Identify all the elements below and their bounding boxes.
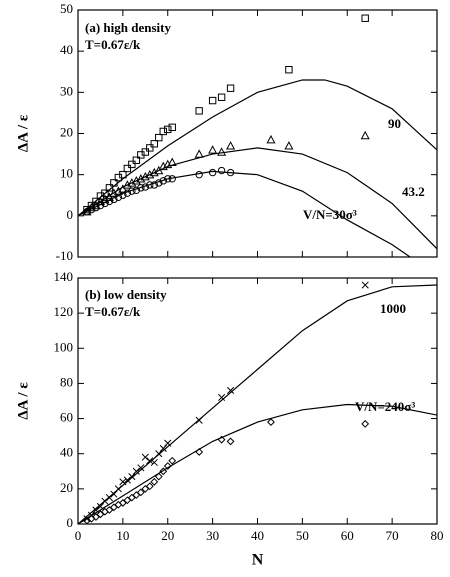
y-tick-label: 10	[60, 166, 73, 181]
marker	[195, 107, 203, 115]
marker	[226, 141, 236, 150]
curve	[78, 147, 437, 250]
marker	[227, 386, 235, 395]
marker	[128, 160, 136, 169]
marker	[195, 170, 203, 179]
y-tick-label: 120	[54, 304, 74, 319]
marker	[208, 168, 217, 177]
annotation: V/N=30σ³	[303, 207, 357, 222]
annotation: (a) high density	[85, 20, 171, 35]
marker	[218, 393, 226, 402]
x-tick-label: 50	[296, 528, 309, 543]
annotation: T=0.67ε/k	[85, 37, 141, 52]
annotation: 90	[388, 116, 401, 131]
x-tick-label: 0	[75, 528, 82, 543]
marker	[118, 499, 127, 507]
marker	[154, 472, 163, 481]
y-tick-label: 50	[60, 1, 73, 16]
marker	[266, 134, 276, 144]
marker	[284, 141, 294, 150]
marker	[217, 93, 226, 101]
marker	[164, 125, 172, 134]
marker	[141, 453, 149, 461]
marker	[123, 164, 132, 173]
marker	[267, 418, 275, 426]
marker	[159, 444, 167, 452]
marker	[360, 130, 370, 140]
marker	[208, 96, 217, 105]
annotation: 1000	[380, 301, 406, 316]
y-tick-label: -10	[56, 248, 73, 263]
marker	[361, 419, 370, 428]
annotation: 43.2	[402, 184, 425, 199]
marker	[136, 488, 145, 497]
marker	[168, 456, 177, 465]
annotation: T=0.67ε/k	[85, 304, 141, 319]
marker	[145, 482, 154, 491]
curve	[78, 403, 437, 524]
marker	[119, 170, 127, 179]
marker	[127, 493, 136, 502]
y-axis-label: ΔA / ε	[15, 382, 31, 420]
marker	[159, 127, 167, 136]
curve	[78, 284, 437, 524]
marker	[208, 145, 218, 154]
x-axis-label: N	[252, 552, 264, 569]
marker	[285, 65, 293, 74]
marker	[141, 484, 150, 493]
x-tick-label: 10	[116, 528, 129, 543]
marker	[226, 437, 235, 446]
marker	[150, 181, 158, 189]
y-tick-label: 0	[67, 207, 74, 222]
y-tick-label: 100	[54, 339, 74, 354]
y-tick-label: 0	[67, 515, 74, 530]
marker	[132, 467, 140, 475]
marker	[105, 506, 114, 514]
marker	[137, 464, 145, 472]
marker	[123, 496, 132, 505]
y-tick-label: 30	[60, 83, 73, 98]
y-tick-label: 80	[60, 374, 73, 389]
curve	[78, 79, 437, 217]
annotation: (b) low density	[85, 287, 167, 302]
marker	[123, 476, 131, 484]
marker	[194, 149, 204, 158]
y-tick-label: 40	[60, 445, 73, 460]
y-tick-label: 20	[60, 480, 73, 495]
marker	[217, 147, 227, 156]
x-tick-label: 60	[341, 528, 354, 543]
marker	[141, 148, 150, 156]
plot-area	[78, 281, 437, 524]
marker	[96, 510, 105, 519]
marker	[132, 491, 141, 499]
marker	[361, 281, 369, 289]
marker	[168, 123, 176, 132]
marker	[150, 477, 159, 486]
marker	[361, 14, 369, 22]
marker	[146, 457, 154, 465]
x-tick-label: 30	[206, 528, 219, 543]
marker	[163, 462, 172, 470]
x-tick-label: 70	[386, 528, 399, 543]
y-tick-label: 40	[60, 42, 73, 57]
curve	[78, 170, 411, 257]
marker	[155, 133, 163, 142]
y-tick-label: 60	[60, 410, 73, 425]
marker	[226, 84, 235, 92]
y-axis-label: ΔA / ε	[15, 114, 31, 152]
x-tick-label: 20	[161, 528, 174, 543]
y-tick-label: 140	[54, 269, 74, 284]
marker	[146, 144, 154, 152]
marker	[132, 156, 141, 164]
x-tick-label: 40	[251, 528, 264, 543]
marker	[159, 467, 168, 476]
marker	[109, 503, 118, 512]
y-tick-label: 20	[60, 124, 73, 139]
marker	[150, 140, 158, 148]
marker	[217, 166, 226, 175]
x-tick-label: 80	[431, 528, 444, 543]
plot-area	[78, 14, 437, 257]
marker	[92, 513, 100, 521]
